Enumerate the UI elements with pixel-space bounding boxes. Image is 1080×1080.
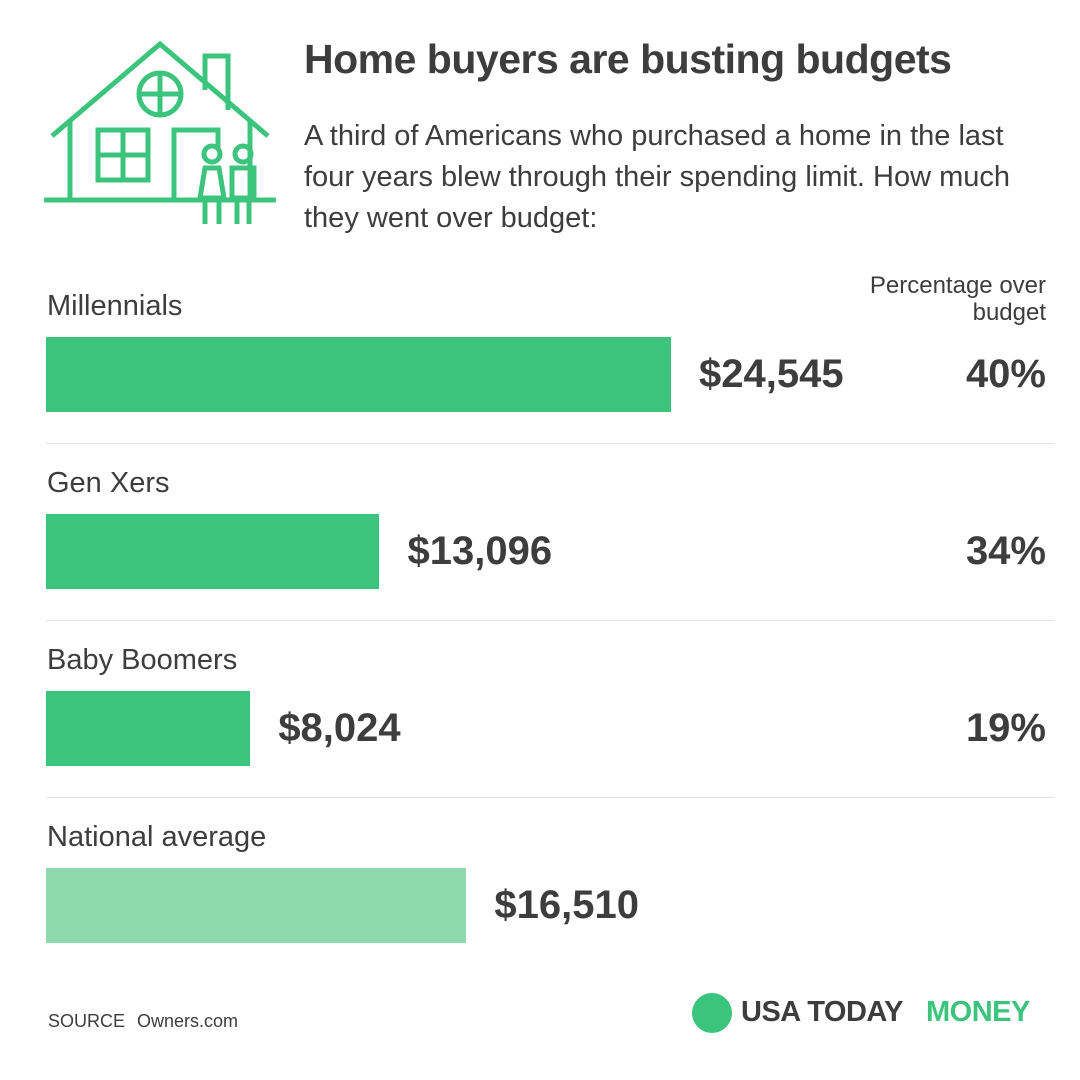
category-label: Baby Boomers bbox=[47, 644, 238, 676]
chart-subtitle: A third of Americans who purchased a hom… bbox=[304, 120, 1010, 234]
separator bbox=[46, 797, 1054, 798]
logo-dot bbox=[692, 993, 732, 1033]
percent-label: 19% bbox=[965, 706, 1046, 750]
value-label: $13,096 bbox=[407, 529, 553, 573]
bar bbox=[46, 337, 671, 412]
value-label: $8,024 bbox=[278, 706, 401, 750]
bar bbox=[46, 514, 380, 589]
chart-title: Home buyers are busting budgets bbox=[304, 36, 952, 82]
logo-text: USA TODAY bbox=[741, 996, 904, 1028]
column-title: Percentage over budget bbox=[869, 272, 1046, 326]
separator bbox=[46, 443, 1054, 444]
value-label: $24,545 bbox=[699, 352, 844, 396]
bar bbox=[46, 691, 251, 766]
value-label: $16,510 bbox=[494, 883, 639, 927]
percent-label: 40% bbox=[965, 352, 1046, 396]
source-label: SOURCE bbox=[48, 1011, 126, 1031]
percent-label: 34% bbox=[965, 529, 1046, 573]
source: Owners.com bbox=[137, 1011, 239, 1031]
category-label: Gen Xers bbox=[47, 467, 170, 499]
logo-text: MONEY bbox=[926, 996, 1030, 1028]
category-label: National average bbox=[47, 821, 267, 853]
house-icon bbox=[44, 40, 276, 224]
category-label: Millennials bbox=[47, 290, 183, 322]
bar bbox=[46, 868, 467, 943]
separator bbox=[46, 620, 1054, 621]
